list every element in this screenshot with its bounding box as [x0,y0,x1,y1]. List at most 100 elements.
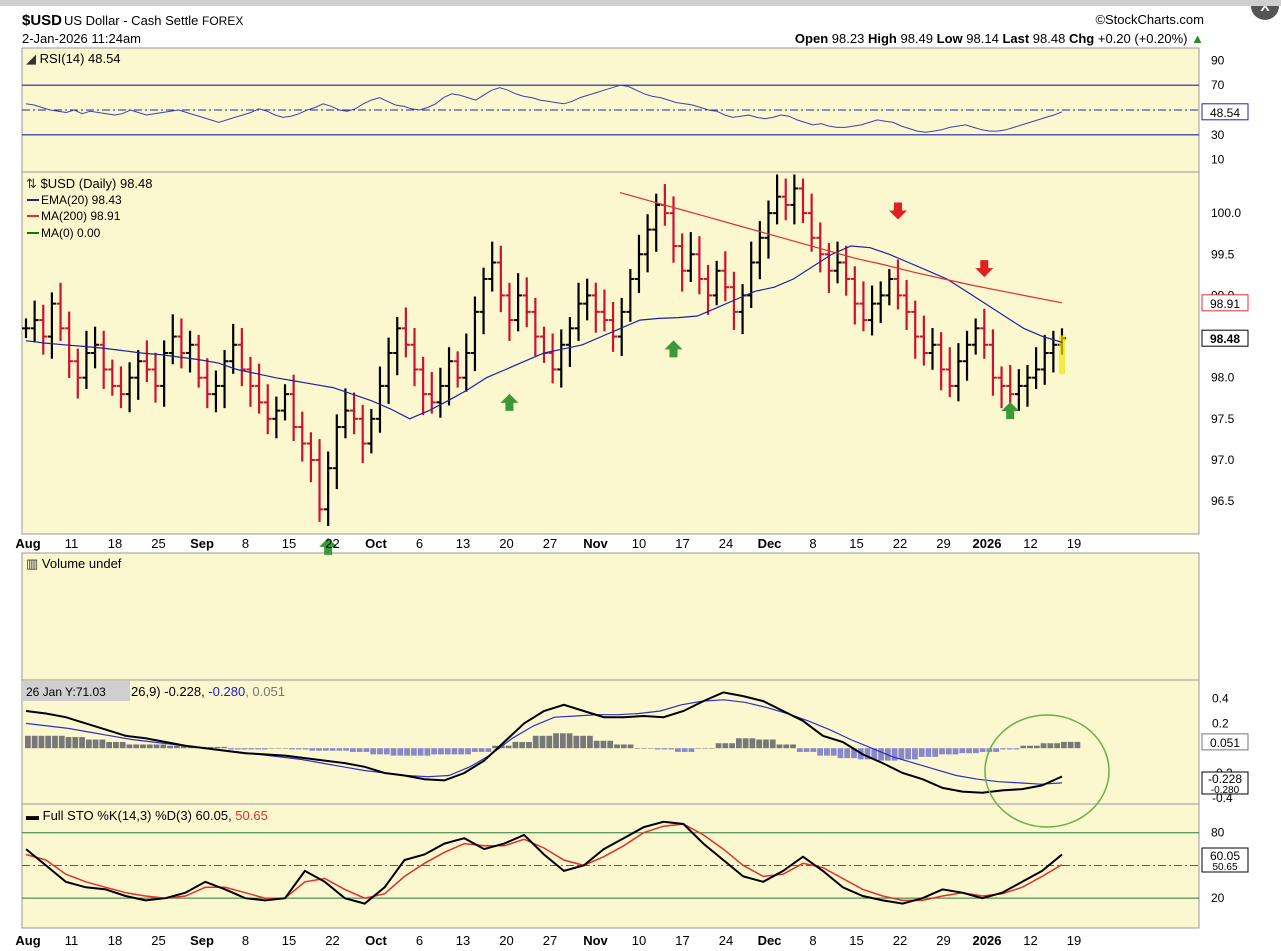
macd-histogram-bar [275,748,282,749]
macd-hist-tag-box [1201,733,1249,751]
chart-datetime: 2-Jan-2026 11:24am [22,31,141,46]
macd-histogram-bar [113,742,119,749]
macd-histogram-bar [532,735,539,749]
x-tick-sto: 8 [242,933,249,948]
macd-histogram-bar [681,748,688,752]
macd-histogram-bar [167,745,173,749]
macd-histogram-bar [133,744,140,749]
macd-histogram-bar [641,748,647,749]
x-tick-price: 13 [456,536,470,551]
buy-arrow-icon [1001,402,1020,420]
macd-histogram-bar [844,748,851,759]
macd-histogram-bar [31,735,38,749]
macd-histogram-bar [397,748,404,756]
macd-histogram-bar [390,748,397,756]
x-tick-sto: 2026 [973,933,1002,948]
x-tick-price: 15 [282,536,296,551]
ma200-line [619,192,1063,304]
macd-histogram-bar [702,748,708,749]
macd-histogram-bar [119,742,126,749]
x-tick-sto: 19 [1067,933,1081,948]
x-tick-price: 17 [675,536,689,551]
macd-histogram-bar [140,744,146,749]
macd-histogram-bar [383,748,390,755]
last-price-tag-box [1201,329,1249,347]
x-tick-sto: 6 [416,933,423,948]
macd-y-tick: 0.2 [1212,716,1229,730]
macd-histogram-bar [803,748,810,752]
macd-histogram-bar [539,735,546,749]
price-y-tick: 99.5 [1211,247,1235,261]
macd-histogram-bar [72,737,79,749]
macd-histogram-bar [431,748,438,755]
x-tick-sto: 24 [719,933,733,948]
macd-histogram-bar [634,748,641,749]
macd-histogram-bar [363,748,370,752]
price-y-tick: 98.0 [1211,371,1235,385]
macd-histogram-bar [790,744,796,749]
macd-histogram-bar [336,748,343,751]
macd-histogram-bar [438,748,444,755]
macd-tag-box [1201,771,1249,795]
macd-histogram-bar [898,748,905,760]
macd-histogram-bar [661,748,668,750]
x-tick-price: 27 [543,536,557,551]
macd-histogram-bar [322,748,329,751]
macd-histogram-bar [85,739,92,749]
macd-histogram-bar [587,735,593,749]
macd-histogram-bar [566,733,573,749]
macd-histogram-bar [972,748,979,754]
x-tick-sto: 18 [108,933,122,948]
rsi-y-tick: 70 [1211,78,1225,92]
macd-histogram-bar [410,748,417,756]
macd-histogram-bar [99,739,106,749]
x-tick-price: 18 [108,536,122,551]
macd-histogram-bar [261,748,268,750]
macd-histogram-bar [607,740,614,749]
macd-hist-tag: 0.051 [1210,736,1240,750]
macd-histogram-bar [708,748,715,749]
macd-histogram-bar [356,748,363,752]
macd-histogram-bar [918,748,925,757]
ema20-line [25,245,1063,420]
macd-histogram-bar [471,748,478,752]
macd-histogram-bar [620,744,627,749]
macd-histogram-bar [58,735,65,749]
macd-histogram-bar [187,746,194,749]
macd-histogram-bar [1040,743,1047,749]
x-tick-sto: 12 [1023,933,1037,948]
macd-histogram-bar [241,748,248,750]
rsi-line [25,84,1063,133]
sell-arrow-icon [975,260,994,278]
price-panel [21,171,1200,535]
macd-histogram-bar [173,745,180,749]
macd-histogram-bar [343,748,350,751]
macd-histogram-bar [559,733,566,749]
macd-histogram-bar [45,735,52,749]
macd-histogram-bar [485,748,492,752]
macd-histogram-bar [729,743,735,749]
x-tick-sto: Nov [583,933,608,948]
x-tick-price: 22 [325,536,339,551]
macd-histogram-bar [776,744,783,749]
macd-histogram-bar [742,738,749,749]
macd-histogram-bar [316,748,322,751]
macd-histogram-bar [424,748,431,756]
x-tick-price: Sep [190,536,214,551]
macd-histogram-bar [282,748,289,749]
macd-histogram-bar [830,748,837,756]
macd-histogram-bar [945,748,952,755]
macd-histogram-bar [580,735,587,749]
instrument-name: US Dollar - Cash Settle FOREX [64,13,243,28]
macd-histogram-bar [600,740,607,749]
macd-histogram-bar [1020,745,1027,749]
macd-histogram-bar [993,748,1000,752]
macd-histogram-bar [465,748,471,755]
macd-histogram-bar [417,748,424,756]
macd-histogram-bar [25,735,31,749]
macd-histogram-bar [350,748,356,752]
macd-histogram-bar [248,748,255,750]
macd-histogram-bar [221,746,228,749]
rsi-label: ◢ RSI(14) 48.54 [26,51,121,66]
volume-label: ▥ Volume undef [26,556,122,571]
